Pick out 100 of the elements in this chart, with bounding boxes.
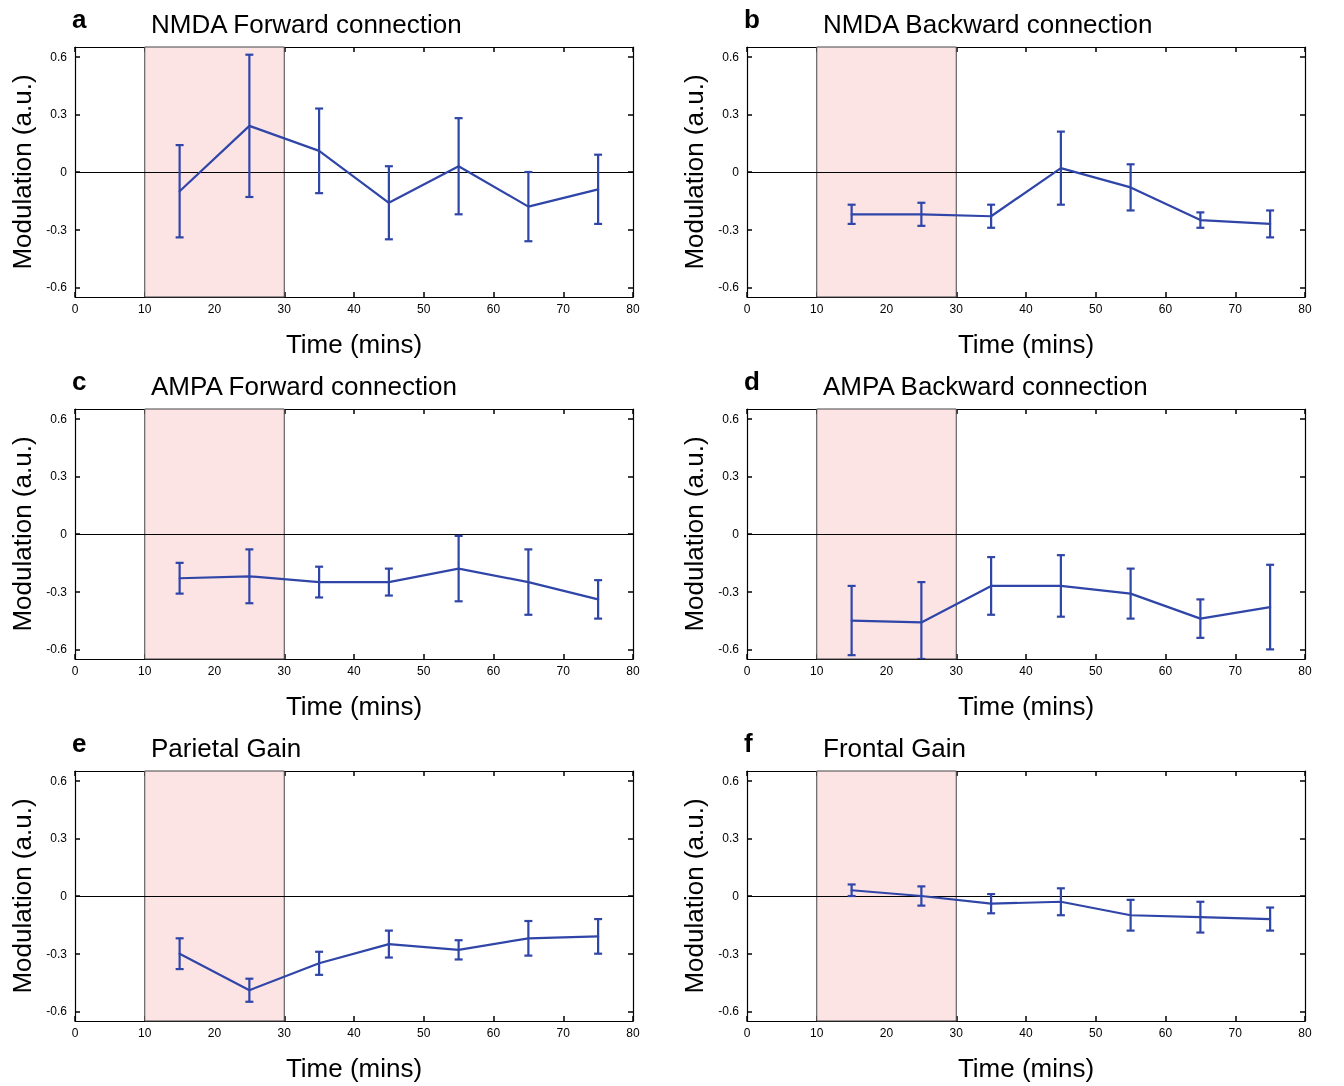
x-tick-label: 80 xyxy=(1298,302,1312,316)
x-axis-title: Time (mins) xyxy=(285,1053,423,1083)
y-tick-label: -0.6 xyxy=(718,1004,740,1019)
x-tick-label: 40 xyxy=(347,1026,361,1040)
y-tick-label: 0.6 xyxy=(722,49,740,64)
x-axis-title: Time (mins) xyxy=(957,329,1095,359)
text: e xyxy=(72,728,87,758)
y-tick-label: -0.3 xyxy=(718,946,740,961)
x-tick-label: 40 xyxy=(1019,1026,1033,1040)
x-tick-label: 50 xyxy=(417,1026,431,1040)
x-tick-label: 60 xyxy=(1158,302,1173,316)
x-tick-label: 20 xyxy=(207,302,222,316)
y-tick-label: 0.3 xyxy=(722,469,740,484)
y-tick-label: -0.6 xyxy=(46,642,68,657)
y-tick-label: 0.6 xyxy=(50,411,68,426)
text: c xyxy=(72,366,87,396)
y-tick-label: -0.6 xyxy=(46,1004,68,1019)
text: b xyxy=(744,4,760,34)
x-tick-label: 70 xyxy=(1228,664,1243,678)
y-tick-label: 0 xyxy=(60,889,68,903)
y-axis-title: Modulation (a.u.) xyxy=(679,74,710,270)
y-tick-label: 0.3 xyxy=(722,107,740,122)
y-tick-label: 0.3 xyxy=(50,831,68,846)
text: d xyxy=(744,366,760,396)
y-tick-label: 0 xyxy=(60,527,68,541)
x-tick-label: 30 xyxy=(277,1026,292,1040)
x-tick-label: 10 xyxy=(138,664,152,678)
x-tick-label: 80 xyxy=(1298,1026,1312,1040)
y-tick-label: -0.6 xyxy=(718,642,740,657)
x-tick-label: 70 xyxy=(1228,1026,1243,1040)
y-tick-label: 0.3 xyxy=(50,469,68,484)
x-tick-label: 80 xyxy=(626,302,640,316)
y-axis-title: Modulation (a.u.) xyxy=(7,74,38,270)
x-tick-label: 0 xyxy=(743,302,751,316)
y-tick-label: -0.3 xyxy=(46,584,68,599)
x-tick-label: 70 xyxy=(556,1026,571,1040)
x-tick-label: 50 xyxy=(1089,664,1103,678)
x-axis-title: Time (mins) xyxy=(285,691,423,721)
x-tick-label: 30 xyxy=(949,664,964,678)
x-axis-title: Time (mins) xyxy=(957,691,1095,721)
chart-title: NMDA Forward connection xyxy=(151,9,462,39)
x-tick-label: 20 xyxy=(879,1026,894,1040)
x-tick-label: 20 xyxy=(207,1026,222,1040)
x-tick-label: 0 xyxy=(71,664,79,678)
y-tick-label: -0.6 xyxy=(718,280,740,295)
x-tick-label: 30 xyxy=(949,1026,964,1040)
x-tick-label: 40 xyxy=(1019,302,1033,316)
y-axis-title: Modulation (a.u.) xyxy=(679,436,710,632)
x-tick-label: 10 xyxy=(138,302,152,316)
x-tick-label: 50 xyxy=(417,302,431,316)
x-tick-label: 0 xyxy=(71,1026,79,1040)
x-tick-label: 50 xyxy=(417,664,431,678)
x-tick-label: 40 xyxy=(347,302,361,316)
x-tick-label: 10 xyxy=(810,1026,824,1040)
x-tick-label: 40 xyxy=(347,664,361,678)
x-tick-label: 20 xyxy=(207,664,222,678)
chart-title: Frontal Gain xyxy=(823,733,967,763)
x-tick-label: 30 xyxy=(277,664,292,678)
x-tick-label: 60 xyxy=(1158,664,1173,678)
y-tick-label: -0.3 xyxy=(718,222,740,237)
x-tick-label: 10 xyxy=(810,664,824,678)
x-tick-label: 0 xyxy=(743,1026,751,1040)
y-tick-label: 0 xyxy=(732,165,740,179)
y-tick-label: 0.6 xyxy=(722,411,740,426)
y-axis-title: Modulation (a.u.) xyxy=(7,436,38,632)
y-axis-title: Modulation (a.u.) xyxy=(7,798,38,994)
text: f xyxy=(744,728,753,758)
y-tick-label: 0.3 xyxy=(50,107,68,122)
x-tick-label: 40 xyxy=(1019,664,1033,678)
x-tick-label: 0 xyxy=(71,302,79,316)
x-tick-label: 80 xyxy=(1298,664,1312,678)
x-tick-label: 80 xyxy=(626,1026,640,1040)
x-tick-label: 70 xyxy=(556,302,571,316)
x-tick-label: 60 xyxy=(486,1026,501,1040)
x-tick-label: 10 xyxy=(138,1026,152,1040)
y-tick-label: 0.6 xyxy=(50,773,68,788)
y-tick-label: -0.3 xyxy=(46,946,68,961)
y-tick-label: 0 xyxy=(732,889,740,903)
y-tick-label: -0.3 xyxy=(46,222,68,237)
x-tick-label: 30 xyxy=(949,302,964,316)
x-tick-label: 60 xyxy=(1158,1026,1173,1040)
x-tick-label: 20 xyxy=(879,302,894,316)
x-tick-label: 30 xyxy=(277,302,292,316)
x-tick-label: 50 xyxy=(1089,1026,1103,1040)
x-axis-title: Time (mins) xyxy=(957,1053,1095,1083)
x-tick-label: 50 xyxy=(1089,302,1103,316)
chart-title: AMPA Backward connection xyxy=(823,371,1148,401)
x-tick-label: 0 xyxy=(743,664,751,678)
x-tick-label: 20 xyxy=(879,664,894,678)
y-tick-label: 0.6 xyxy=(722,773,740,788)
x-tick-label: 10 xyxy=(810,302,824,316)
chart-title: Parietal Gain xyxy=(151,733,302,763)
y-tick-label: 0.3 xyxy=(722,831,740,846)
y-tick-label: 0 xyxy=(60,165,68,179)
x-tick-label: 80 xyxy=(626,664,640,678)
y-tick-label: 0.6 xyxy=(50,49,68,64)
x-axis-title: Time (mins) xyxy=(285,329,423,359)
y-axis-title: Modulation (a.u.) xyxy=(679,798,710,994)
y-tick-label: -0.3 xyxy=(718,584,740,599)
chart-title: NMDA Backward connection xyxy=(823,9,1153,39)
